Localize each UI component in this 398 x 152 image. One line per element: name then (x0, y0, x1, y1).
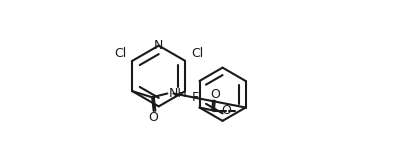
Text: O: O (149, 111, 159, 124)
Text: Cl: Cl (191, 47, 203, 60)
Text: O: O (221, 104, 231, 117)
Text: Cl: Cl (114, 47, 127, 60)
Text: NH: NH (169, 87, 187, 100)
Text: F: F (192, 91, 199, 104)
Text: O: O (210, 88, 220, 101)
Text: N: N (154, 39, 164, 52)
